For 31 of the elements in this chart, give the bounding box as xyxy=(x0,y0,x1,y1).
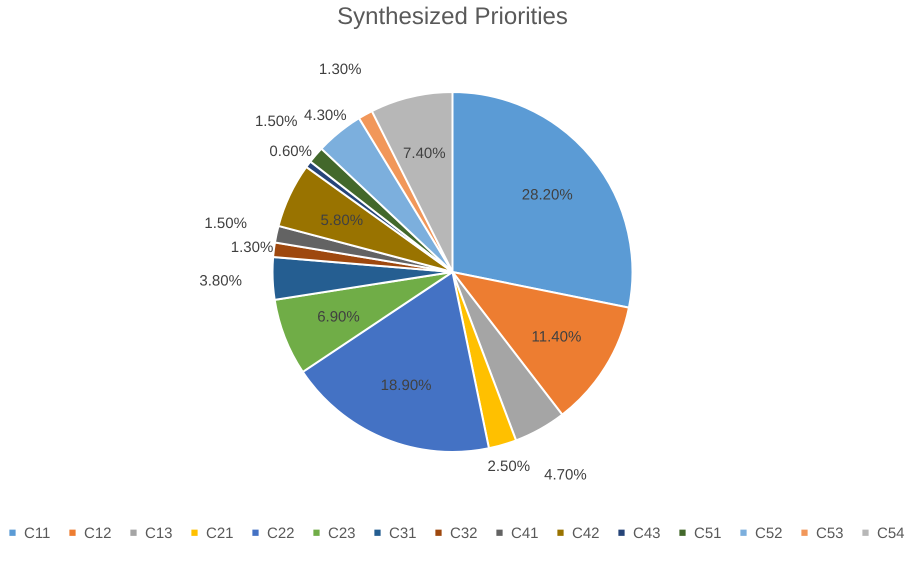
legend-label: C13 xyxy=(145,524,173,542)
legend-label: C41 xyxy=(511,524,539,542)
data-label: 4.70% xyxy=(544,466,587,484)
legend-label: C31 xyxy=(389,524,417,542)
legend-label: C22 xyxy=(267,524,295,542)
data-label: 0.60% xyxy=(269,143,312,160)
data-label: 1.50% xyxy=(254,113,298,130)
data-label: 7.40% xyxy=(403,144,446,162)
legend-label: C32 xyxy=(450,524,478,542)
data-label: 28.20% xyxy=(522,186,573,204)
data-label: 18.90% xyxy=(380,377,432,394)
legend-label: C53 xyxy=(816,524,844,542)
chart-title: Synthesized Priorities xyxy=(337,3,568,30)
data-label: 2.50% xyxy=(488,458,530,475)
data-label: 11.40% xyxy=(532,328,582,346)
legend-label: C54 xyxy=(877,524,905,542)
legend-label: C23 xyxy=(328,524,356,542)
data-label: 3.80% xyxy=(199,272,242,290)
data-label: 1.30% xyxy=(318,60,362,78)
data-label: 1.50% xyxy=(204,215,247,232)
data-label: 5.80% xyxy=(320,212,364,229)
data-label: 4.30% xyxy=(304,107,347,124)
legend-label: C52 xyxy=(755,524,783,542)
legend-label: C43 xyxy=(633,524,661,542)
legend-label: C12 xyxy=(84,524,112,542)
data-label: 1.30% xyxy=(230,239,274,256)
legend-label: C21 xyxy=(206,524,234,542)
legend-label: C11 xyxy=(24,524,50,542)
data-label: 6.90% xyxy=(317,308,360,326)
legend-label: C42 xyxy=(572,524,600,542)
legend-label: C51 xyxy=(694,524,722,542)
